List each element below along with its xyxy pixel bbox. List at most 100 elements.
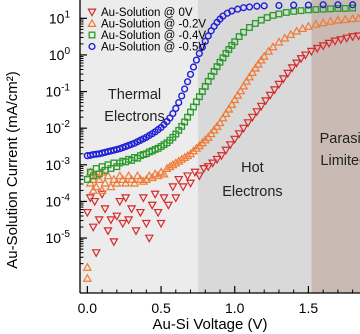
data-point [330, 37, 340, 46]
data-point [192, 56, 201, 64]
x-axis-label: Au-Si Voltage (V) [152, 316, 267, 333]
data-point [297, 7, 305, 15]
data-point [100, 205, 110, 214]
data-point [304, 6, 312, 14]
data-point [341, 4, 349, 12]
data-point [221, 108, 231, 118]
data-point [349, 4, 357, 12]
data-point [118, 219, 128, 229]
y-axis-label: Au-Solution Current (mA/cm²) [4, 71, 21, 269]
data-point [318, 42, 328, 51]
data-point [174, 175, 184, 185]
data-point [182, 150, 193, 160]
data-point [353, 13, 360, 22]
data-point [292, 26, 302, 35]
data-point [198, 43, 206, 51]
data-point [319, 1, 327, 9]
data-point [244, 72, 255, 81]
data-point [132, 170, 143, 180]
data-point [169, 109, 177, 118]
data-point [103, 227, 113, 236]
data-point [227, 99, 237, 108]
data-point [238, 124, 249, 134]
data-point [282, 9, 290, 16]
legend-entry: Au-Solution @ 0V [101, 7, 193, 19]
data-point [224, 104, 234, 113]
data-point [185, 179, 196, 188]
data-point [236, 85, 246, 95]
axis-ticks: 101 100 10-1 10-2 10-3 10-4 10-5 0.0 0.5 1.0 1.5 [46, 9, 354, 316]
data-point [97, 185, 107, 194]
data-point [168, 183, 178, 192]
data-point [247, 113, 258, 123]
data-point [349, 1, 357, 9]
x-tick-label: 0.5 [151, 300, 171, 316]
data-point [178, 183, 188, 192]
data-point [186, 70, 195, 78]
data-point [204, 32, 212, 40]
data-point [278, 75, 288, 84]
legend-marker [88, 42, 96, 51]
data-point [324, 39, 334, 49]
data-point [141, 219, 151, 229]
data-point [253, 59, 263, 68]
data-point [95, 170, 103, 178]
data-point [274, 80, 284, 90]
legend-entry: Au-Solution @ -0.5V [101, 42, 206, 54]
region-label: Electrons [222, 184, 282, 200]
data-point [250, 63, 260, 72]
y-tick-label: 10-1 [46, 83, 71, 100]
x-tick-label: 1.0 [225, 300, 245, 316]
data-point [203, 163, 213, 172]
data-point [135, 208, 146, 218]
data-point [138, 176, 148, 185]
data-point [336, 36, 346, 45]
data-point [221, 146, 231, 155]
data-point [97, 190, 107, 199]
data-point [191, 143, 202, 152]
data-point [175, 98, 183, 107]
data-point [100, 178, 110, 187]
data-point [275, 1, 283, 10]
data-point [287, 64, 297, 73]
data-point [296, 55, 306, 64]
data-point [124, 216, 134, 225]
region-band-1 [197, 0, 312, 293]
data-point [256, 102, 266, 112]
region-labels: Thermal Electrons Hot Electrons Parasiti Limi… [104, 87, 360, 200]
data-point [306, 47, 316, 57]
legend-marker [87, 18, 97, 27]
legend-entry: Au-Solution @ -0.2V [101, 19, 206, 31]
x-tick-label: 1.5 [299, 300, 319, 316]
data-point [159, 169, 169, 178]
data-point [172, 104, 180, 113]
data-point [115, 170, 125, 180]
data-point [115, 197, 125, 207]
data-point [353, 32, 360, 41]
series-3 [83, 1, 357, 160]
data-point [235, 33, 243, 41]
data-point [300, 51, 311, 60]
data-point [348, 33, 358, 42]
data-point [245, 3, 254, 11]
data-point [94, 216, 104, 225]
y-tick-label: 101 [49, 9, 71, 26]
data-point [303, 21, 314, 30]
data-point [327, 5, 334, 13]
data-point [212, 155, 222, 165]
data-point [126, 205, 137, 214]
data-point [201, 37, 209, 45]
data-point [241, 76, 252, 85]
y-tick-label: 10-4 [46, 192, 71, 209]
data-point [82, 208, 92, 218]
data-point [259, 51, 269, 60]
data-point [233, 90, 243, 99]
data-point [109, 238, 119, 247]
region-label: Thermal [108, 87, 161, 103]
data-point [253, 2, 261, 10]
data-point [159, 194, 169, 203]
region-label: Parasiti [320, 131, 360, 147]
data-point [334, 1, 342, 9]
data-point [194, 172, 204, 181]
data-point [199, 164, 209, 174]
